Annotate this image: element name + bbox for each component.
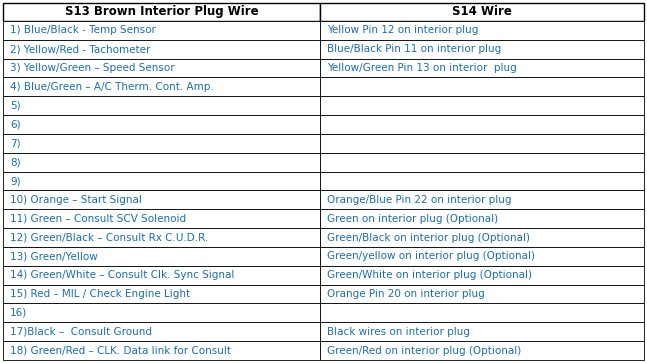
- Bar: [3, 341, 320, 360]
- Bar: [3, 115, 320, 134]
- Text: 8): 8): [10, 157, 21, 167]
- Text: Green on interior plug (Optional): Green on interior plug (Optional): [327, 214, 498, 224]
- Text: 7): 7): [10, 138, 21, 148]
- Bar: [3, 303, 320, 322]
- Bar: [3, 77, 320, 96]
- Text: 17)Black –  Consult Ground: 17)Black – Consult Ground: [10, 327, 152, 337]
- Text: Green/Red on interior plug (Optional): Green/Red on interior plug (Optional): [327, 346, 521, 356]
- Bar: [320, 303, 644, 322]
- Text: 6): 6): [10, 119, 21, 130]
- Text: 10) Orange – Start Signal: 10) Orange – Start Signal: [10, 195, 142, 205]
- Text: Yellow Pin 12 on interior plug: Yellow Pin 12 on interior plug: [327, 25, 479, 35]
- Bar: [320, 341, 644, 360]
- Bar: [320, 209, 644, 228]
- Bar: [3, 58, 320, 77]
- Bar: [3, 209, 320, 228]
- Bar: [320, 285, 644, 303]
- Text: 13) Green/Yellow: 13) Green/Yellow: [10, 251, 98, 261]
- Text: 11) Green – Consult SCV Solenoid: 11) Green – Consult SCV Solenoid: [10, 214, 186, 224]
- Bar: [3, 21, 320, 40]
- Text: Yellow/Green Pin 13 on interior  plug: Yellow/Green Pin 13 on interior plug: [327, 63, 517, 73]
- Text: 12) Green/Black – Consult Rx C.U.D.R.: 12) Green/Black – Consult Rx C.U.D.R.: [10, 233, 208, 242]
- Bar: [3, 247, 320, 266]
- Bar: [320, 134, 644, 153]
- Bar: [3, 134, 320, 153]
- Text: 9): 9): [10, 176, 21, 186]
- Text: 5): 5): [10, 101, 21, 111]
- Bar: [320, 77, 644, 96]
- Bar: [3, 322, 320, 341]
- Bar: [320, 228, 644, 247]
- Bar: [3, 191, 320, 209]
- Text: Orange/Blue Pin 22 on interior plug: Orange/Blue Pin 22 on interior plug: [327, 195, 512, 205]
- Bar: [320, 40, 644, 58]
- Text: S14 Wire: S14 Wire: [452, 5, 512, 19]
- Bar: [3, 228, 320, 247]
- Bar: [320, 58, 644, 77]
- Text: Orange Pin 20 on interior plug: Orange Pin 20 on interior plug: [327, 289, 485, 299]
- Text: 4) Blue/Green – A/C Therm. Cont. Amp.: 4) Blue/Green – A/C Therm. Cont. Amp.: [10, 82, 214, 92]
- Text: Green/White on interior plug (Optional): Green/White on interior plug (Optional): [327, 270, 532, 280]
- Bar: [320, 247, 644, 266]
- Text: Black wires on interior plug: Black wires on interior plug: [327, 327, 470, 337]
- Bar: [3, 40, 320, 58]
- Bar: [320, 96, 644, 115]
- Text: Green/yellow on interior plug (Optional): Green/yellow on interior plug (Optional): [327, 251, 535, 261]
- Text: 16): 16): [10, 308, 27, 318]
- Bar: [320, 172, 644, 191]
- Text: Green/Black on interior plug (Optional): Green/Black on interior plug (Optional): [327, 233, 531, 242]
- Bar: [320, 153, 644, 172]
- Bar: [320, 21, 644, 40]
- Bar: [3, 96, 320, 115]
- Bar: [3, 266, 320, 285]
- Text: 2) Yellow/Red - Tachometer: 2) Yellow/Red - Tachometer: [10, 44, 150, 54]
- Text: 3) Yellow/Green – Speed Sensor: 3) Yellow/Green – Speed Sensor: [10, 63, 175, 73]
- Text: S13 Brown Interior Plug Wire: S13 Brown Interior Plug Wire: [65, 5, 258, 19]
- Text: 15) Red – MIL / Check Engine Light: 15) Red – MIL / Check Engine Light: [10, 289, 190, 299]
- Bar: [3, 153, 320, 172]
- Bar: [320, 191, 644, 209]
- Bar: [320, 115, 644, 134]
- Bar: [320, 3, 644, 21]
- Text: 14) Green/White – Consult Clk. Sync Signal: 14) Green/White – Consult Clk. Sync Sign…: [10, 270, 234, 280]
- Bar: [3, 3, 320, 21]
- Bar: [320, 266, 644, 285]
- Text: 18) Green/Red – CLK. Data link for Consult: 18) Green/Red – CLK. Data link for Consu…: [10, 346, 231, 356]
- Bar: [320, 322, 644, 341]
- Bar: [3, 285, 320, 303]
- Text: 1) Blue/Black - Temp Sensor: 1) Blue/Black - Temp Sensor: [10, 25, 156, 35]
- Bar: [3, 172, 320, 191]
- Text: Blue/Black Pin 11 on interior plug: Blue/Black Pin 11 on interior plug: [327, 44, 501, 54]
